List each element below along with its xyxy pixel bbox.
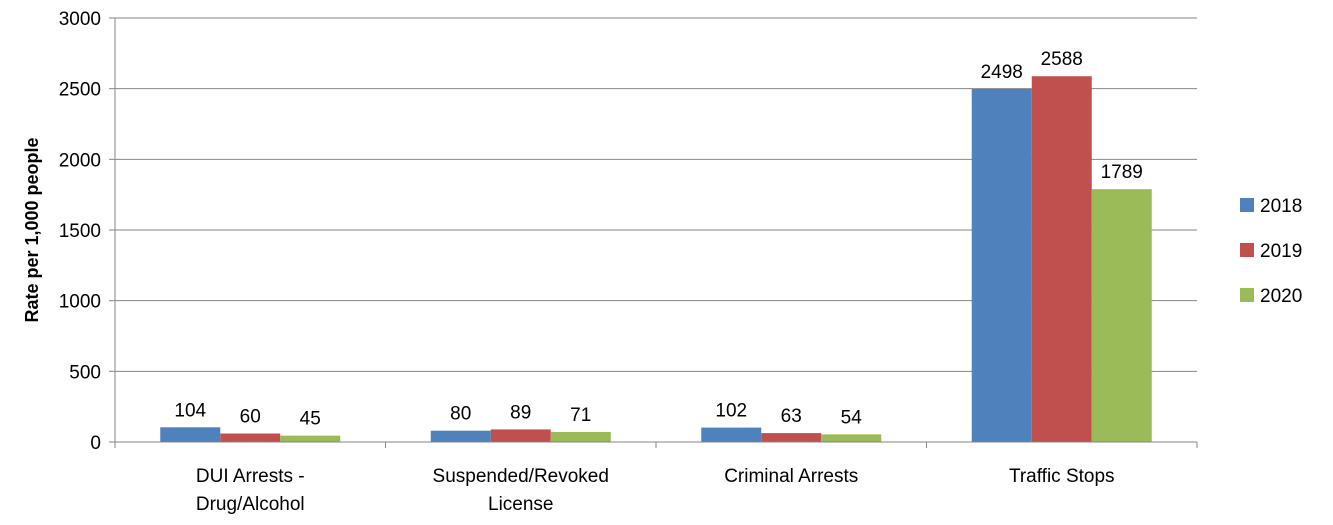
y-tick-label: 2500: [59, 80, 101, 101]
y-tick-label: 0: [90, 433, 101, 454]
data-label: 80: [450, 404, 471, 425]
legend-swatch-2018: [1240, 198, 1254, 212]
data-label: 1789: [1101, 162, 1143, 183]
x-tick-label: Suspended/Revoked: [433, 466, 609, 487]
x-tick-label: Traffic Stops: [1009, 466, 1115, 487]
data-label: 63: [781, 406, 802, 427]
data-label: 45: [300, 409, 321, 430]
y-tick-label: 1500: [59, 221, 101, 242]
data-labels: 104 60 45 80 89 71 102 63 54 2498 2588 1789: [174, 49, 1142, 429]
x-tick-label: License: [488, 494, 554, 515]
y-tick-label: 500: [69, 362, 101, 383]
bar-2020: [1091, 189, 1152, 442]
bar-2018: [160, 427, 221, 442]
legend-label: 2018: [1260, 196, 1302, 217]
legend-label: 2020: [1260, 286, 1302, 307]
y-axis-label: Rate per 1,000 people: [22, 137, 42, 322]
bar-2019: [490, 429, 551, 442]
bar-2020: [280, 435, 341, 442]
legend-swatch-2020: [1240, 288, 1254, 302]
y-tick-label: 3000: [59, 9, 101, 30]
legend: 2018 2019 2020: [1240, 196, 1302, 307]
legend-swatch-2019: [1240, 243, 1254, 257]
x-tick-label: Criminal Arrests: [724, 466, 858, 487]
y-tick-label: 1000: [59, 292, 101, 313]
legend-label: 2019: [1260, 241, 1302, 262]
data-label: 89: [510, 402, 531, 423]
data-label: 102: [715, 401, 747, 422]
data-label: 54: [841, 407, 863, 428]
bar-2018: [971, 88, 1032, 442]
data-label: 2588: [1041, 49, 1083, 70]
bar-2019: [220, 433, 281, 442]
y-tick-label: 2000: [59, 150, 101, 171]
bars: [160, 76, 1152, 442]
bar-2018: [701, 427, 762, 442]
bar-2018: [430, 430, 491, 442]
gridlines: [115, 17, 1197, 443]
bar-2020: [821, 434, 882, 442]
data-label: 71: [570, 405, 591, 426]
x-axis: DUI Arrests - Drug/Alcohol Suspended/Revok…: [114, 441, 1198, 515]
data-label: 2498: [981, 62, 1023, 83]
bar-2019: [761, 433, 822, 442]
x-tick-label: DUI Arrests -: [196, 466, 305, 487]
data-label: 60: [240, 407, 261, 428]
data-label: 104: [174, 400, 206, 421]
x-tick-label: Drug/Alcohol: [196, 494, 305, 515]
y-axis: 0 500 1000 1500 2000 2500 3000: [59, 9, 116, 454]
bar-2019: [1031, 76, 1092, 442]
bar-2020: [550, 431, 611, 442]
